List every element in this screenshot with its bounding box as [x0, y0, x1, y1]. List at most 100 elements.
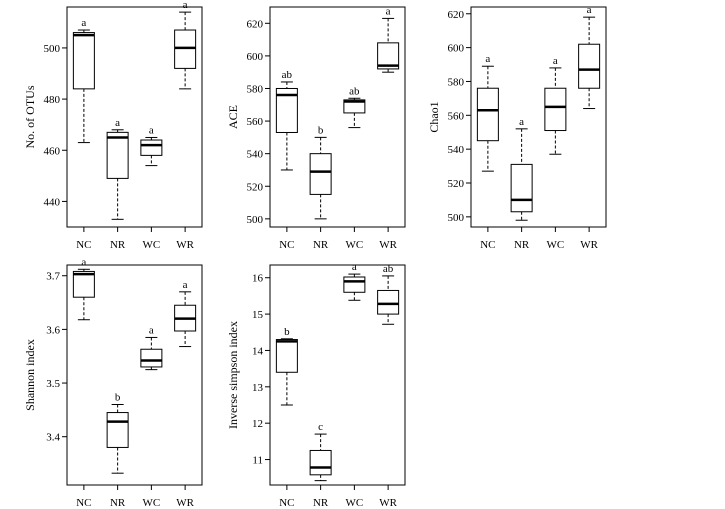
box-wc: ab: [343, 85, 366, 129]
box-nr: b: [309, 124, 332, 220]
significance-letter: b: [318, 124, 324, 136]
x-tick-label: NC: [76, 239, 91, 251]
x-tick-label: WR: [379, 239, 397, 251]
chart-panel: 3.4 3.5 3.6 3.7 Shannon index NC NR WC WR a b a a: [23, 256, 203, 509]
iqr-box: [140, 139, 163, 156]
y-axis-label: Inverse simpson index: [226, 321, 240, 429]
iqr-box: [275, 87, 298, 133]
iqr-box: [309, 449, 332, 476]
y-tick-label: 13: [252, 382, 264, 394]
y-tick-label: 500: [247, 214, 264, 226]
y-tick-label: 15: [252, 309, 264, 321]
iqr-box: [72, 270, 95, 298]
x-tick-label: WC: [143, 497, 161, 509]
y-tick-label: 3.6: [46, 324, 60, 336]
y-tick-label: 480: [44, 94, 61, 106]
plot-frame: [66, 264, 203, 486]
box-wr: a: [174, 279, 197, 348]
box-nc: a: [72, 256, 95, 321]
y-tick-label: 3.4: [46, 432, 60, 444]
x-tick-label: NR: [313, 497, 329, 509]
box-wr: a: [174, 0, 197, 90]
chart-panel: 11 12 13 14 15 16 Inverse simpson index NC NR WC W…: [226, 261, 406, 509]
significance-letter: a: [485, 53, 490, 65]
y-tick-label: 14: [252, 345, 264, 357]
significance-letter: a: [183, 0, 188, 11]
chart-panel: 440 460 480 500 No. of OTUs NC NR WC WR a a a a: [23, 0, 203, 251]
significance-letter: c: [318, 421, 323, 433]
box-wr: a: [377, 5, 400, 73]
y-tick-label: 620: [448, 9, 465, 21]
chart-panel: 500 520 540 560 580 600 620 Chao1 NC NR WC WR a a a a: [427, 4, 607, 251]
plot-frame: [269, 6, 406, 228]
y-axis-label: Shannon index: [23, 339, 37, 411]
iqr-box: [275, 339, 298, 373]
y-tick-label: 12: [252, 418, 263, 430]
significance-letter: a: [81, 256, 86, 268]
y-tick-label: 11: [252, 455, 263, 467]
iqr-box: [544, 87, 567, 132]
x-tick-label: NR: [313, 239, 329, 251]
box-nr: a: [106, 117, 129, 220]
y-axis-label: ACE: [226, 105, 240, 129]
y-tick-label: 16: [252, 273, 264, 285]
y-tick-label: 460: [44, 145, 61, 157]
significance-letter: a: [352, 261, 357, 273]
y-tick-label: 580: [247, 83, 264, 95]
significance-letter: a: [183, 279, 188, 291]
significance-letter: a: [115, 117, 120, 129]
significance-letter: a: [81, 17, 86, 29]
y-tick-label: 440: [44, 196, 61, 208]
box-nc: ab: [275, 69, 298, 171]
y-axis-label: No. of OTUs: [23, 85, 37, 148]
x-tick-label: WR: [176, 239, 194, 251]
x-tick-label: WC: [346, 239, 364, 251]
x-tick-label: WR: [379, 497, 397, 509]
box-wr: a: [578, 4, 601, 110]
significance-letter: a: [587, 4, 592, 16]
significance-letter: ab: [349, 85, 360, 97]
significance-letter: ab: [383, 263, 394, 275]
iqr-box: [377, 289, 400, 315]
x-tick-label: WR: [580, 239, 598, 251]
iqr-box: [174, 29, 197, 69]
y-tick-label: 500: [44, 43, 61, 55]
iqr-box: [72, 32, 95, 90]
iqr-box: [106, 131, 129, 179]
significance-letter: ab: [282, 69, 293, 81]
plot-frame: [66, 6, 203, 228]
y-tick-label: 560: [448, 110, 465, 122]
iqr-box: [106, 412, 129, 448]
chart-panel: 500 520 540 560 580 600 620 ACE NC NR WC WR ab b ab a: [226, 5, 406, 251]
y-tick-label: 580: [448, 76, 465, 88]
y-tick-label: 600: [448, 43, 465, 55]
y-axis-label: Chao1: [427, 101, 441, 132]
box-wc: a: [140, 324, 163, 371]
x-tick-label: NC: [279, 497, 294, 509]
iqr-box: [476, 87, 499, 142]
plot-frame: [269, 264, 406, 486]
x-tick-label: NR: [514, 239, 530, 251]
box-nc: a: [72, 17, 95, 144]
significance-letter: a: [386, 5, 391, 17]
x-tick-label: NC: [76, 497, 91, 509]
iqr-box: [578, 43, 601, 89]
box-nr: c: [309, 421, 332, 482]
y-tick-label: 540: [247, 149, 264, 161]
box-nc: a: [476, 53, 499, 172]
x-tick-label: NC: [279, 239, 294, 251]
x-tick-label: NC: [480, 239, 495, 251]
box-nr: b: [106, 392, 129, 474]
iqr-box: [343, 276, 366, 293]
y-tick-label: 3.7: [46, 271, 60, 283]
y-tick-label: 500: [448, 212, 465, 224]
x-tick-label: WC: [346, 497, 364, 509]
plot-frame: [470, 6, 607, 228]
box-wc: a: [140, 124, 163, 167]
y-tick-label: 600: [247, 51, 264, 63]
x-tick-label: WR: [176, 497, 194, 509]
y-tick-label: 620: [247, 18, 264, 30]
x-tick-label: WC: [547, 239, 565, 251]
significance-letter: a: [149, 324, 154, 336]
